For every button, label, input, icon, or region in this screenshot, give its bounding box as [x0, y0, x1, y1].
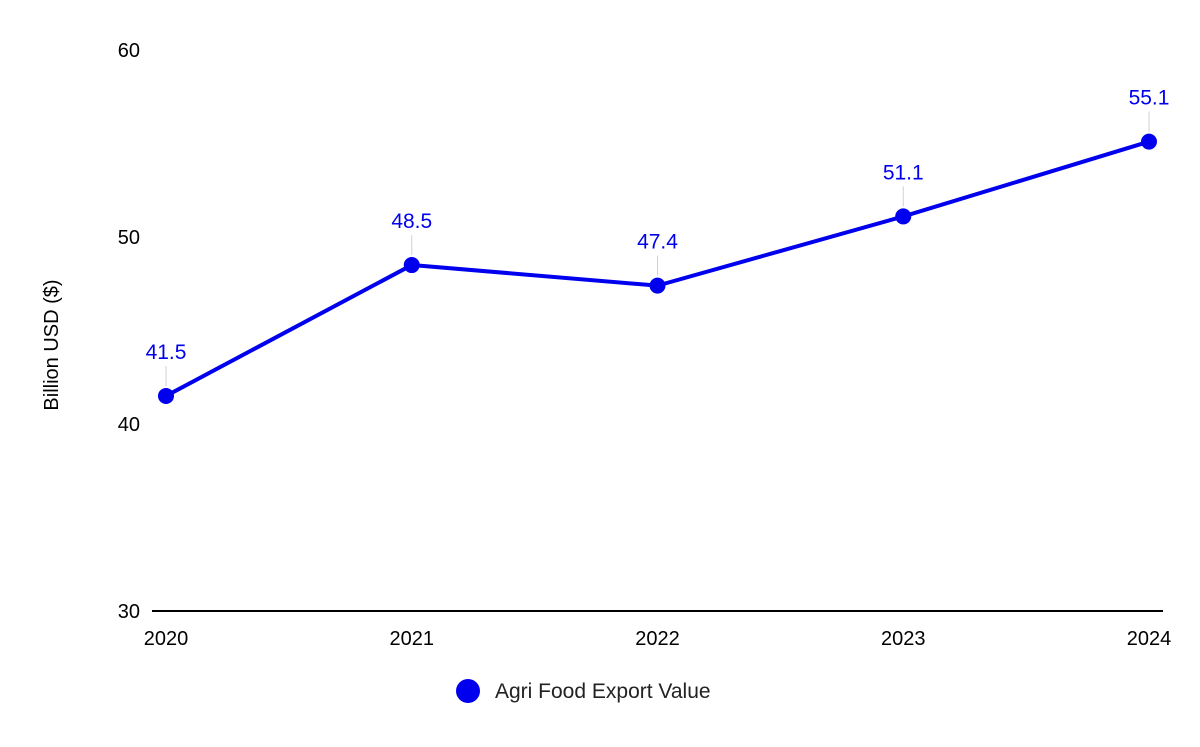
y-tick-label: 30 — [118, 601, 140, 623]
data-label: 55.1 — [1129, 87, 1170, 110]
data-point — [403, 257, 420, 274]
x-tick-label: 2022 — [635, 628, 680, 650]
legend: Agri Food Export Value — [456, 679, 711, 703]
data-label: 48.5 — [391, 210, 432, 233]
data-label: 51.1 — [883, 161, 924, 184]
x-tick-label: 2020 — [144, 628, 189, 650]
y-tick-label: 60 — [118, 40, 140, 62]
x-tick-label: 2021 — [390, 628, 435, 650]
x-axis-ticks: 2020 2021 2022 2023 2024 — [144, 628, 1172, 650]
data-point — [649, 277, 666, 294]
x-tick-label: 2024 — [1127, 628, 1172, 650]
data-point — [158, 387, 174, 404]
data-points — [158, 133, 1157, 404]
data-labels: 41.5 48.5 47.4 51.1 55.1 — [146, 87, 1170, 364]
y-tick-label: 50 — [118, 227, 140, 249]
x-tick-label: 2023 — [881, 628, 926, 650]
data-label: 41.5 — [146, 341, 187, 364]
data-point — [1141, 133, 1157, 150]
legend-label: Agri Food Export Value — [495, 680, 711, 703]
y-axis-title: Billion USD ($) — [41, 279, 63, 410]
data-label: 47.4 — [637, 231, 678, 254]
data-point — [895, 208, 912, 225]
y-tick-label: 40 — [118, 414, 140, 436]
data-label-connectors — [165, 111, 1150, 386]
y-axis-ticks: 30 40 50 60 — [118, 40, 140, 623]
legend-marker — [456, 679, 480, 703]
